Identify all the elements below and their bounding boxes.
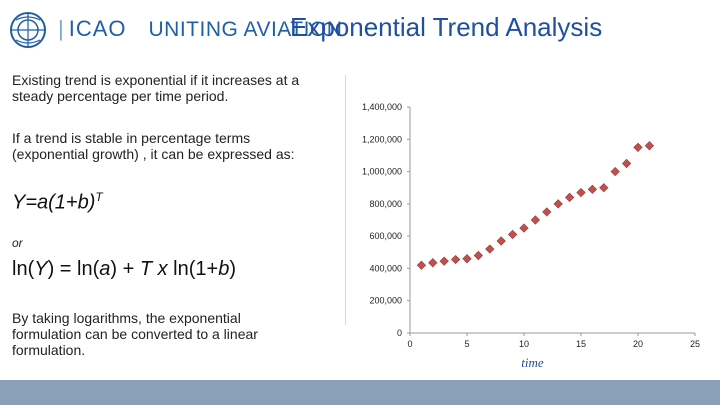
x-tick-label: 25 [690,339,700,349]
x-tick-label: 5 [464,339,469,349]
brand-name: ICAO [68,16,127,41]
formula-log-part: ln(1+ [167,258,219,280]
data-point [599,183,609,193]
y-tick-label: 800,000 [369,199,402,209]
data-point [644,141,654,151]
formula-exponential-base: Y=a(1+b) [12,191,96,214]
data-point [485,244,495,254]
data-point [508,229,518,240]
paragraph-logarithms: By taking logarithms, the exponential fo… [12,310,258,358]
y-tick-label: 1,000,000 [362,167,402,177]
formula-log-part: ) = ln( [47,258,100,280]
data-point [439,256,449,266]
data-point [519,223,529,233]
data-point [610,166,620,177]
formula-logarithmic: ln(Y) = ln(a) + T x ln(1+b) [12,258,236,281]
formula-log-var-y: Y [34,258,48,280]
brand-separator: | [58,16,65,41]
paragraph-stable: If a trend is stable in percentage terms… [12,130,295,162]
formula-log-part: ) [229,258,237,280]
data-point [542,207,552,217]
formula-exponential: Y=a(1+b)T [12,190,103,215]
brand-tagline: UNITING AVIATION [148,18,343,41]
scatter-chart: 0 200,000 400,000 600,000 800,000 1,000,000 1,… [362,102,700,370]
x-tick-label: 0 [407,339,412,349]
data-point [622,158,632,169]
icao-logo-icon [10,12,46,48]
data-point [530,215,540,225]
y-tick-label: 200,000 [369,296,402,306]
header: | ICAO UNITING AVIATION Exponential Trend … [0,0,720,58]
y-tick-label: 1,400,000 [362,102,402,112]
brand: | ICAO UNITING AVIATION [58,16,342,42]
formula-exponential-exponent: T [95,190,103,204]
y-tick-label: 1,200,000 [362,134,402,144]
formula-log-var-a: a [99,258,111,280]
data-point [496,236,506,246]
data-point [576,187,586,198]
x-tick-label: 15 [576,339,586,349]
data-point [633,142,643,152]
paragraph-intro: Existing trend is exponential if it incr… [12,72,300,104]
formula-log-var-t: T x [139,258,168,280]
formula-log-var-b: b [218,258,230,280]
data-point [416,260,426,270]
formula-log-part: ) + [110,258,140,280]
formula-log-part: ln( [12,258,35,280]
or-label: or [12,236,23,250]
y-tick-label: 400,000 [369,263,402,273]
divider [345,75,346,325]
x-axis-label: time [521,355,544,370]
data-point [451,254,461,265]
y-tick-label: 0 [397,328,402,338]
data-point [462,254,472,264]
data-point [428,258,438,268]
data-point [473,250,483,261]
data-point [553,199,563,209]
x-tick-label: 20 [633,339,643,349]
page-title: Exponential Trend Analysis [290,12,603,42]
data-point [565,192,575,202]
data-point [587,184,597,194]
footer-bar [0,380,720,405]
x-tick-label: 10 [519,339,529,349]
y-tick-label: 600,000 [369,231,402,241]
